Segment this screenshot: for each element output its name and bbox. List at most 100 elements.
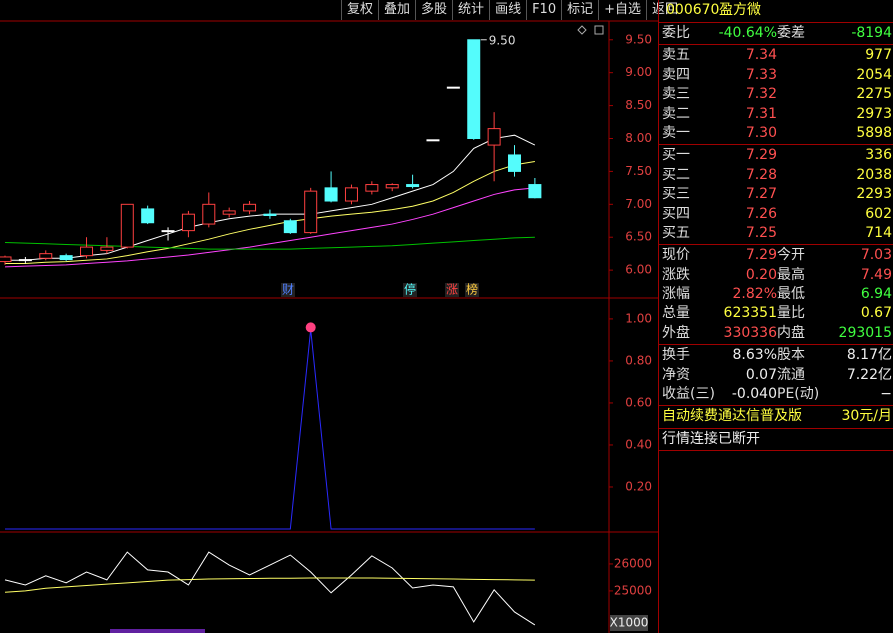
value: 7.22亿 [846,366,892,383]
value: 2973 [856,105,892,122]
status-row: 行情连接已断开 [659,429,893,452]
row: 买三 7.27 2293 [659,185,893,204]
candle-body [80,246,94,257]
line [4,577,535,593]
row: 涨幅 2.82% 最低 6.94 [659,285,893,304]
value: 6.94 [860,286,892,303]
row: 卖一 7.30 5898 [659,124,893,143]
toolbar-button[interactable]: 统计 [452,0,489,20]
row: 买四 7.26 602 [659,205,893,224]
label: 买四 [662,205,690,222]
value: 7.25 [745,224,777,241]
y-tick-label: 8.50 [625,98,652,112]
candle-body [0,256,12,263]
label: 买三 [662,186,690,203]
toolbar-button[interactable]: 画线 [489,0,526,20]
candle-body [385,184,399,189]
row: 买五 7.25 714 [659,224,893,243]
value: 2038 [856,166,892,183]
row: 换手 8.63% 股本 8.17亿 [659,346,893,365]
ad-price[interactable]: 30元/月 [841,408,892,425]
label: 买一 [662,147,690,164]
unit-box [610,615,648,631]
label: PE(动) [777,386,820,403]
event-label: 涨 [446,282,458,297]
candle-body [18,259,32,262]
event-badge [445,283,459,297]
label: 卖二 [662,105,690,122]
value: 7.03 [860,247,892,264]
value: 7.30 [745,124,777,141]
icon[interactable] [577,25,587,35]
y-tick-label: 6.50 [625,230,652,244]
label: 内盘 [777,324,805,341]
toolbar: 复权 叠加 多股 统计 画线 F10 标记 +自选 返回 [341,0,683,20]
ad-row[interactable]: 自动续费通达信普及版 30元/月 [659,406,893,429]
value: 2275 [856,86,892,103]
value: 7.31 [745,105,777,122]
signal-icon [305,322,316,333]
candle-body [508,154,521,172]
label: 买五 [662,224,690,241]
label: 卖四 [662,66,690,83]
toolbar-button[interactable]: F10 [526,0,561,20]
value: 330336 [723,324,777,341]
candle-body [243,203,257,212]
toolbar-button[interactable]: 标记 [561,0,598,20]
row: 净资 0.07 流通 7.22亿 [659,366,893,385]
candle-body [283,220,297,234]
candle-body [161,230,175,233]
toolbar-button[interactable]: 多股 [415,0,452,20]
ad[interactable]: 自动续费通达信普及版 [662,408,802,425]
stats: 现价 7.29 今开 7.03 涨跌 0.20 最高 7.49 涨幅 2.82% 最低 6.94 总量 6… [659,245,893,346]
label: 今开 [777,247,805,264]
stock-name: 盈方微 [719,2,761,18]
label: 净资 [662,366,690,383]
candle-body [528,184,542,199]
toolbar-button[interactable]: 复权 [341,0,378,20]
label: 总量 [662,305,690,322]
label: 卖五 [662,47,690,64]
label: 买二 [662,166,690,183]
row: 卖三 7.32 2275 [659,85,893,104]
y-tick-label: 1.00 [625,311,652,325]
value: 7.49 [860,266,892,283]
event-badge [281,283,295,297]
value: 5898 [856,124,892,141]
value: 7.33 [745,66,777,83]
icon[interactable] [594,25,604,35]
value: − [880,386,892,403]
line [4,236,535,250]
line [4,187,535,268]
value: 623351 [723,305,777,322]
y-tick-label: 0.60 [625,395,652,409]
scrollbar [110,629,205,633]
candle-body [467,39,481,139]
value: 714 [865,224,892,241]
toolbar-button[interactable]: 叠加 [378,0,415,20]
line [5,161,535,265]
y-tick-label: 9.00 [625,65,652,79]
y-tick-label: 7.50 [625,164,652,178]
row: 卖二 7.31 2973 [659,105,893,124]
row: 买一 7.29 336 [659,146,893,165]
candle-body [181,213,195,232]
toolbar-button[interactable]: +自选 [598,0,646,20]
label: 流通 [777,366,805,383]
value: 7.26 [745,205,777,222]
candle-body [202,203,216,225]
value: 7.27 [745,186,777,203]
label: 卖三 [662,86,690,103]
value: 602 [865,205,892,222]
value: 7.28 [745,166,777,183]
y-tick-label: 25000 [614,583,652,597]
value: 0.20 [745,266,777,283]
candle-body [426,139,440,142]
label: 量比 [777,305,805,322]
y-tick-label: 7.00 [625,197,652,211]
chart: X1000 6.00 6.50 7.00 7.50 8.00 8.50 9.00 9.50 9.… [0,20,658,633]
candle-body [141,208,155,224]
y-tick-label: 9.50 [625,32,652,46]
candle-body [487,128,501,146]
candle-body [324,187,338,202]
